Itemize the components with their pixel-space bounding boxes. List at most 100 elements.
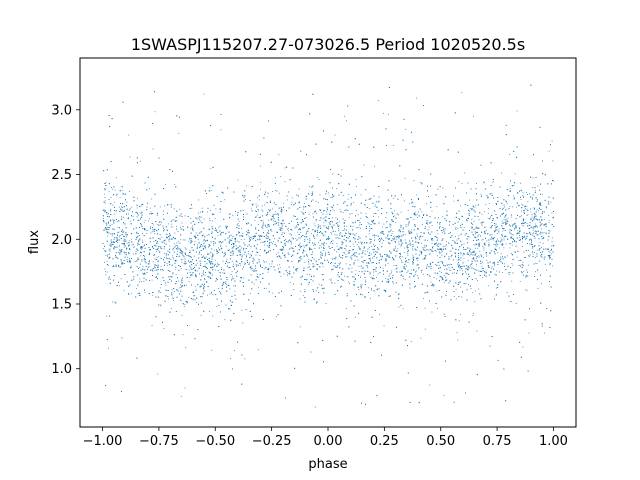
data-point [405,218,407,220]
data-point [158,250,160,252]
data-point [358,242,360,243]
data-point [377,288,378,290]
data-point [502,245,503,246]
data-point [140,255,142,257]
data-point [398,293,400,294]
data-point [256,214,258,216]
data-point [152,148,154,150]
data-point [344,275,346,277]
data-point [440,248,441,250]
data-point [325,243,327,244]
data-point [161,236,163,238]
data-point [268,243,270,245]
data-point [169,237,170,239]
data-point [143,258,145,260]
data-point [512,259,513,261]
data-point [267,237,269,239]
data-point [119,236,120,238]
data-point [472,234,474,236]
data-point [485,203,487,205]
data-point [180,239,182,241]
data-point [183,262,185,264]
data-point [158,246,159,248]
data-point [245,185,247,187]
data-point [475,204,477,206]
data-point [472,205,474,207]
data-point [255,227,256,229]
data-point [432,285,434,287]
data-point [332,208,334,210]
data-point [159,287,161,289]
data-point [148,220,149,222]
data-point [232,250,234,251]
data-point [300,211,302,213]
data-point [218,252,219,253]
data-point [252,262,254,264]
data-point [499,247,500,249]
data-point [199,216,200,218]
data-point [402,231,404,233]
data-point [130,265,132,267]
data-point [394,215,396,217]
data-point [313,223,315,225]
data-point [493,237,495,238]
data-point [299,242,301,244]
data-point [126,259,128,260]
data-point [425,226,426,227]
data-point [135,251,137,252]
data-point [525,269,527,271]
chart-title: 1SWASPJ115207.27-073026.5 Period 1020520… [131,35,525,54]
data-point [355,278,356,279]
data-point [255,217,257,218]
data-point [111,187,112,188]
data-point [393,236,395,237]
data-point [159,206,161,208]
data-point [144,235,145,237]
data-point [413,180,415,182]
data-point [155,267,156,269]
data-point [188,240,190,242]
data-point [223,253,225,254]
data-point [505,220,507,222]
data-point [197,239,199,241]
data-point [210,273,212,275]
data-point [145,233,147,235]
data-point [210,190,212,192]
data-point [141,239,143,241]
data-point [469,248,471,250]
data-point [229,239,231,241]
data-point [264,204,266,206]
data-point [137,235,139,237]
data-point [473,220,475,222]
data-point [420,243,422,244]
data-point [491,222,493,223]
data-point [131,244,133,246]
data-point [471,223,472,224]
data-point [290,242,292,244]
data-point [173,208,175,210]
data-point [283,223,285,224]
data-point [172,273,174,275]
data-point [371,253,372,255]
data-point [108,213,109,215]
data-point [391,270,392,272]
data-point [443,281,445,283]
data-point [376,277,377,278]
data-point [104,228,106,230]
data-point [363,164,365,166]
data-point [549,264,551,266]
data-point [494,265,496,267]
data-point [315,263,317,265]
data-point [235,234,237,236]
data-point [400,245,402,247]
data-point [212,315,214,317]
data-point [383,325,385,327]
data-point [213,241,215,242]
data-point [262,260,264,262]
data-point [292,237,294,239]
data-point [164,183,166,185]
data-point [405,129,407,130]
data-point [532,197,533,199]
data-point [232,276,233,278]
data-point [243,264,245,265]
